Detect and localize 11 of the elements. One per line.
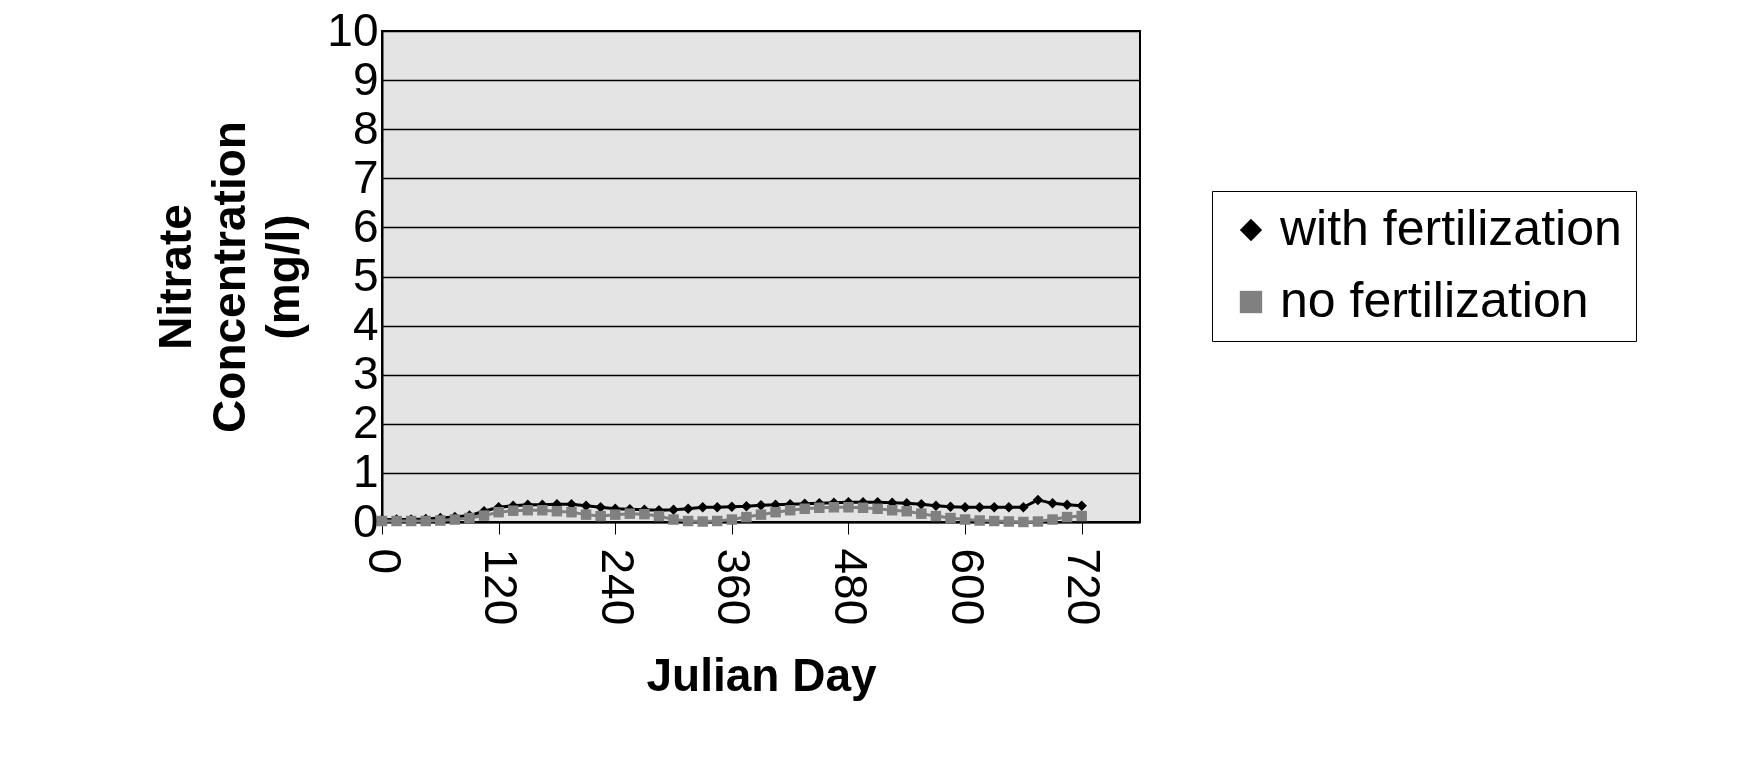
x-axis-title: Julian Day [646,649,877,702]
x-tick-label: 480 [824,548,877,626]
legend-label: no fertilization [1280,272,1589,328]
x-tick-label: 600 [941,548,994,626]
x-tick-label: 720 [1058,548,1111,626]
x-tick-label: 360 [708,548,761,626]
legend-label: with fertilization [1279,200,1622,256]
y-tick-label: 5 [352,249,379,301]
x-tick-label: 240 [591,548,644,626]
x-tick-label: 120 [475,548,528,626]
y-axis-title: Nitrate Concentration (mg/l) [149,121,310,433]
